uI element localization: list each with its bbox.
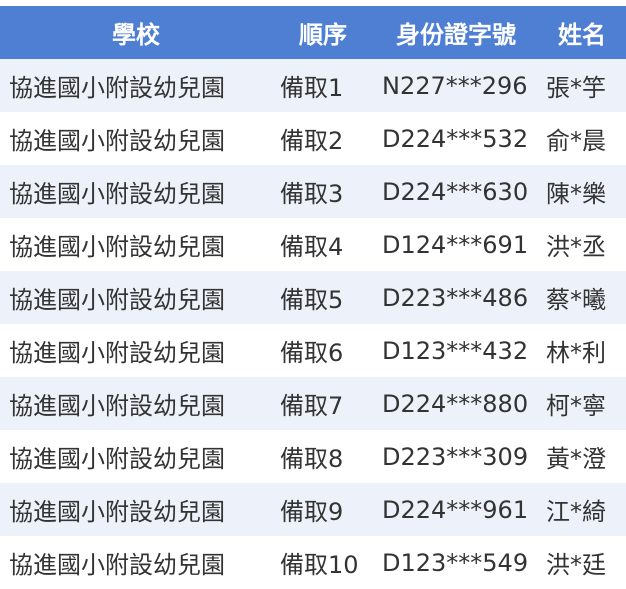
order-cell: 備取10 <box>272 536 374 589</box>
order-cell: 備取8 <box>272 430 374 483</box>
header-school: 學校 <box>0 6 272 59</box>
name-cell: 洪*廷 <box>538 536 626 589</box>
table-row: 協進國小附設幼兒園 備取9 D224***961 江*綺 <box>0 483 626 536</box>
order-cell: 備取4 <box>272 218 374 271</box>
id-number-cell: D223***309 <box>374 430 538 483</box>
school-cell: 協進國小附設幼兒園 <box>0 112 272 165</box>
school-cell: 協進國小附設幼兒園 <box>0 430 272 483</box>
name-cell: 黃*澄 <box>538 430 626 483</box>
name-cell: 柯*寧 <box>538 377 626 430</box>
order-cell: 備取3 <box>272 165 374 218</box>
header-order: 順序 <box>272 6 374 59</box>
name-cell: 陳*樂 <box>538 165 626 218</box>
school-cell: 協進國小附設幼兒園 <box>0 218 272 271</box>
school-cell: 協進國小附設幼兒園 <box>0 324 272 377</box>
id-number-cell: D224***630 <box>374 165 538 218</box>
table-row: 協進國小附設幼兒園 備取4 D124***691 洪*丞 <box>0 218 626 271</box>
order-cell: 備取1 <box>272 59 374 112</box>
school-cell: 協進國小附設幼兒園 <box>0 59 272 112</box>
order-cell: 備取7 <box>272 377 374 430</box>
id-number-cell: D224***532 <box>374 112 538 165</box>
header-id-number: 身份證字號 <box>374 6 538 59</box>
header-name: 姓名 <box>538 6 626 59</box>
table-row: 協進國小附設幼兒園 備取10 D123***549 洪*廷 <box>0 536 626 589</box>
table-row: 協進國小附設幼兒園 備取2 D224***532 俞*晨 <box>0 112 626 165</box>
table-row: 協進國小附設幼兒園 備取1 N227***296 張*竽 <box>0 59 626 112</box>
name-cell: 張*竽 <box>538 59 626 112</box>
school-cell: 協進國小附設幼兒園 <box>0 271 272 324</box>
name-cell: 洪*丞 <box>538 218 626 271</box>
name-cell: 江*綺 <box>538 483 626 536</box>
school-cell: 協進國小附設幼兒園 <box>0 377 272 430</box>
id-number-cell: D123***549 <box>374 536 538 589</box>
table-row: 協進國小附設幼兒園 備取8 D223***309 黃*澄 <box>0 430 626 483</box>
id-number-cell: N227***296 <box>374 59 538 112</box>
id-number-cell: D124***691 <box>374 218 538 271</box>
order-cell: 備取6 <box>272 324 374 377</box>
name-cell: 林*利 <box>538 324 626 377</box>
table-row: 協進國小附設幼兒園 備取3 D224***630 陳*樂 <box>0 165 626 218</box>
order-cell: 備取5 <box>272 271 374 324</box>
name-cell: 俞*晨 <box>538 112 626 165</box>
table-row: 協進國小附設幼兒園 備取6 D123***432 林*利 <box>0 324 626 377</box>
id-number-cell: D224***880 <box>374 377 538 430</box>
school-cell: 協進國小附設幼兒園 <box>0 165 272 218</box>
table-row: 協進國小附設幼兒園 備取7 D224***880 柯*寧 <box>0 377 626 430</box>
table-row: 協進國小附設幼兒園 備取5 D223***486 蔡*曦 <box>0 271 626 324</box>
school-cell: 協進國小附設幼兒園 <box>0 536 272 589</box>
school-cell: 協進國小附設幼兒園 <box>0 483 272 536</box>
order-cell: 備取9 <box>272 483 374 536</box>
name-cell: 蔡*曦 <box>538 271 626 324</box>
id-number-cell: D224***961 <box>374 483 538 536</box>
header-row: 學校 順序 身份證字號 姓名 <box>0 6 626 59</box>
order-cell: 備取2 <box>272 112 374 165</box>
waitlist-table: 學校 順序 身份證字號 姓名 協進國小附設幼兒園 備取1 N227***296 張*竽… <box>0 6 626 589</box>
id-number-cell: D123***432 <box>374 324 538 377</box>
id-number-cell: D223***486 <box>374 271 538 324</box>
